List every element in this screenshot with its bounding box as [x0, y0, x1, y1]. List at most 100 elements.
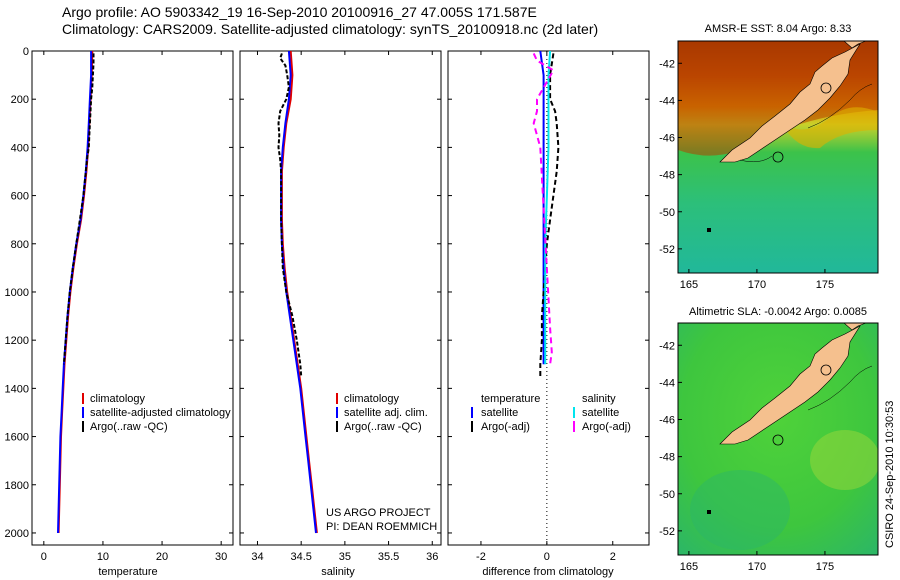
legend-swatch-argo — [82, 421, 84, 432]
map-y-tick-label: -44 — [659, 95, 675, 107]
front-region — [780, 107, 878, 149]
temperature-legend: climatology satellite-adjusted climatolo… — [82, 393, 231, 433]
temperature-axes-frame — [31, 50, 234, 546]
map-y-tick-label: -50 — [659, 207, 675, 219]
title-line-1: Argo profile: AO 5903342_19 16-Sep-2010 … — [62, 4, 537, 20]
legend-satellite: satellite adj. clim. — [344, 407, 428, 419]
map-circle-marker — [820, 82, 832, 94]
series-difference-panel-temperature-satellite — [539, 50, 545, 365]
salinity-legend: climatology satellite adj. clim. Argo(..… — [326, 393, 437, 533]
x-tick-label: -2 — [476, 551, 486, 563]
x-tick-label: 34.5 — [290, 551, 311, 563]
series-temperature-panel-argo — [62, 53, 95, 365]
south-island-land — [719, 325, 861, 445]
x-tick-label: 35.5 — [378, 551, 399, 563]
sla-map-title: Altimetric SLA: -0.0042 Argo: 0.0085 — [689, 306, 867, 318]
map-y-tick-label: -44 — [659, 377, 675, 389]
sst-map-title: AMSR-E SST: 8.04 Argo: 8.33 — [705, 23, 852, 35]
map-x-tick-label: 175 — [816, 279, 834, 291]
map-circle-marker — [820, 364, 832, 376]
difference-axes-frame — [447, 50, 650, 546]
high-anomaly-region — [810, 430, 878, 490]
legend-temperature-title: temperature — [481, 393, 540, 405]
map-y-tick-label: -50 — [659, 489, 675, 501]
salinity-xlabel: salinity — [321, 566, 355, 578]
legend-swatch-sal-argo — [573, 421, 575, 432]
map-y-tick-label: -48 — [659, 452, 675, 464]
low-anomaly-region — [690, 470, 790, 550]
sst-map-frame — [677, 40, 879, 274]
legend-salinity-title: salinity — [582, 393, 616, 405]
x-tick-label: 20 — [156, 551, 168, 563]
map-x-tick-label: 165 — [680, 279, 698, 291]
x-tick-label: 30 — [215, 551, 227, 563]
legend-swatch-climatology — [336, 393, 338, 404]
y-tick-label: 400 — [11, 142, 29, 154]
difference-legend: temperature satellite Argo(-adj) salinit… — [471, 393, 631, 433]
series-difference-panel-temperature-argo-adj- — [539, 53, 560, 377]
x-tick-label: 0 — [41, 551, 47, 563]
project-annotation: US ARGO PROJECT — [326, 507, 431, 519]
sla-map — [678, 323, 878, 555]
bathymetry-contour — [739, 155, 773, 163]
pi-annotation: PI: DEAN ROEMMICH — [326, 521, 437, 533]
bathymetry-contour — [807, 83, 873, 129]
series-temperature-panel-satellite — [57, 51, 93, 534]
y-tick-label: 2000 — [5, 528, 29, 540]
legend-sal-satellite: satellite — [582, 407, 619, 419]
map-x-tick-label: 165 — [680, 561, 698, 573]
y-tick-label: 1000 — [5, 287, 29, 299]
x-tick-label: 34 — [251, 551, 263, 563]
csiro-timestamp: CSIRO 24-Sep-2010 10:30:53 — [884, 401, 896, 548]
y-tick-label: 800 — [11, 239, 29, 251]
bathymetry-contour — [807, 365, 873, 411]
series-difference-panel-salinity-satellite — [544, 50, 552, 365]
y-tick-label: 200 — [11, 94, 29, 106]
legend-climatology: climatology — [344, 393, 400, 405]
y-tick-label: 1600 — [5, 432, 29, 444]
series-temperature-panel-climatology — [57, 50, 94, 534]
legend-argo: Argo(..raw -QC) — [90, 421, 168, 433]
y-tick-label: 1800 — [5, 480, 29, 492]
auckland-islands — [707, 228, 711, 232]
map-y-tick-label: -46 — [659, 133, 675, 145]
north-island-land — [843, 323, 867, 331]
argo-float-marker — [772, 151, 784, 163]
map-y-tick-label: -46 — [659, 415, 675, 427]
legend-temp-satellite: satellite — [481, 407, 518, 419]
map-x-tick-label: 170 — [748, 561, 766, 573]
map-y-tick-label: -42 — [659, 340, 675, 352]
legend-swatch-sal-satellite — [573, 407, 575, 418]
legend-sal-argo: Argo(-adj) — [582, 421, 631, 433]
temperature-xlabel: temperature — [98, 566, 157, 578]
x-tick-label: 10 — [97, 551, 109, 563]
map-y-tick-label: -52 — [659, 526, 675, 538]
sst-map — [678, 41, 878, 273]
legend-swatch-satellite — [82, 407, 84, 418]
map-y-tick-label: -48 — [659, 170, 675, 182]
x-tick-label: 36 — [426, 551, 438, 563]
map-y-tick-label: -52 — [659, 244, 675, 256]
series-difference-panel-salinity-argo-adj- — [532, 52, 555, 365]
salinity-axes-frame — [239, 50, 442, 546]
south-island-land — [719, 43, 861, 163]
x-tick-label: 0 — [544, 551, 550, 563]
legend-swatch-temp-satellite — [471, 407, 473, 418]
map-y-tick-label: -42 — [659, 58, 675, 70]
series-salinity-panel-argo — [277, 53, 303, 377]
legend-argo: Argo(..raw -QC) — [344, 421, 422, 433]
legend-swatch-climatology — [82, 393, 84, 404]
legend-swatch-satellite — [336, 407, 338, 418]
map-x-tick-label: 175 — [816, 561, 834, 573]
title-line-2: Climatology: CARS2009. Satellite-adjuste… — [62, 21, 599, 37]
legend-temp-argo: Argo(-adj) — [481, 421, 530, 433]
legend-climatology: climatology — [90, 393, 146, 405]
x-tick-label: 2 — [610, 551, 616, 563]
argo-float-marker — [772, 434, 784, 446]
legend-satellite: satellite-adjusted climatology — [90, 407, 231, 419]
legend-swatch-temp-argo — [471, 421, 473, 432]
y-tick-label: 1400 — [5, 383, 29, 395]
sla-map-frame — [677, 322, 879, 556]
auckland-islands — [707, 510, 711, 514]
